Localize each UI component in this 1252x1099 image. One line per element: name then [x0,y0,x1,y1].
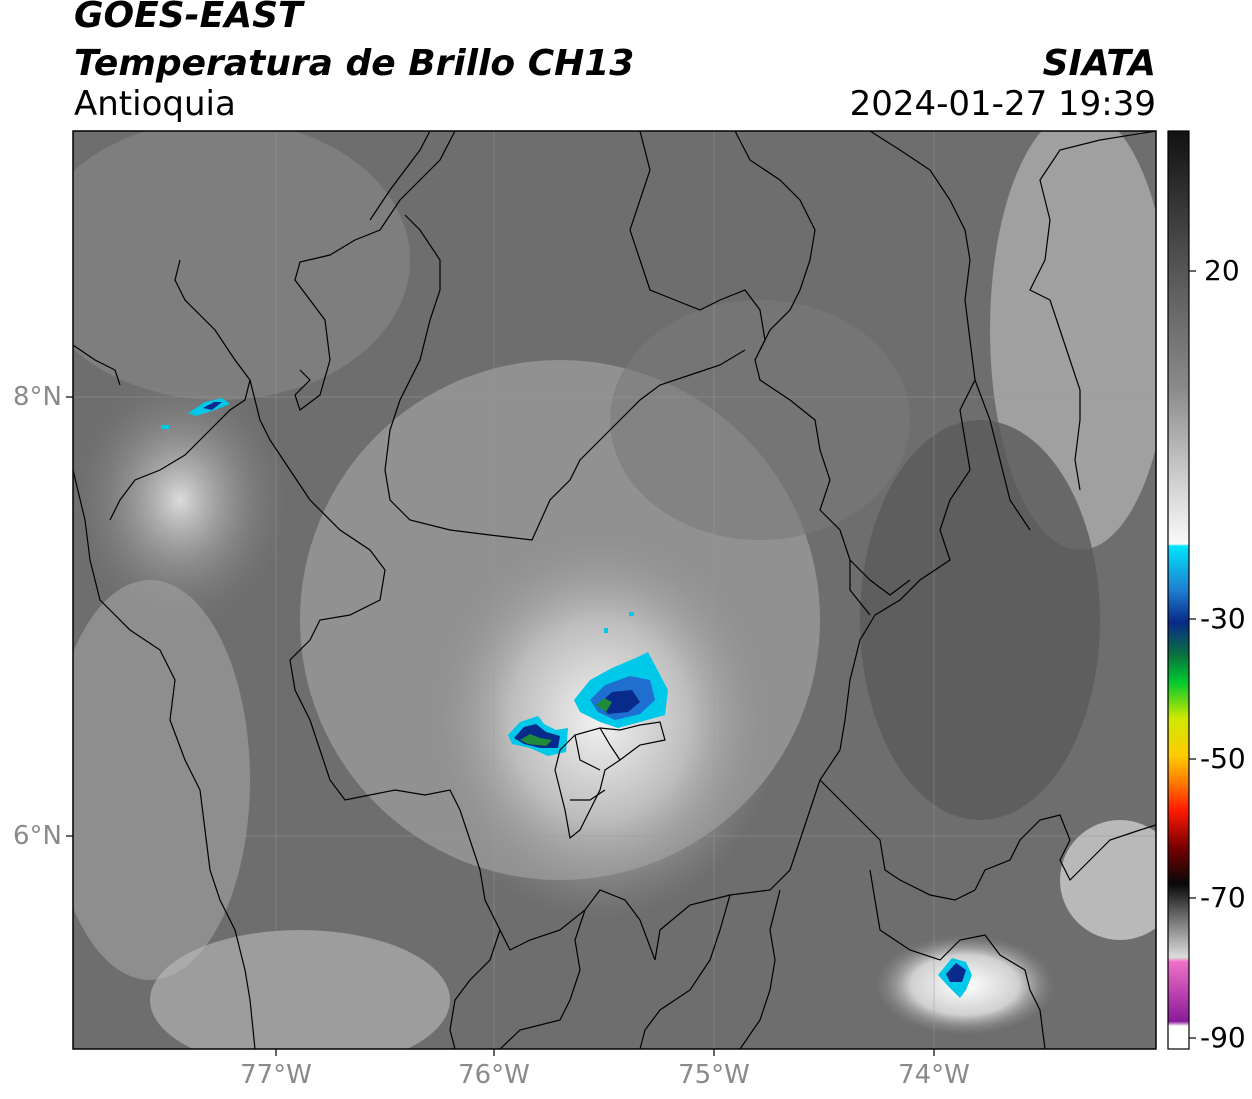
satellite-image [73,131,1156,1049]
colorbar-ticks [1189,270,1196,1039]
colorbar-label-20: 20 [1204,254,1240,287]
colorbar-label-minus70: -70 [1200,881,1246,914]
colorbar-label-minus50: -50 [1200,742,1246,775]
lon-label-76w: 76°W [458,1060,530,1090]
lon-label-74w: 74°W [898,1060,970,1090]
datetime-label: 2024-01-27 19:39 [849,84,1156,124]
lat-label-6n: 6°N [13,821,62,851]
region-subtitle: Antioquia [74,84,236,124]
axis-ticks [66,396,935,1056]
product-title: Temperatura de Brillo CH13 [74,43,635,84]
lat-label-8n: 8°N [13,382,62,412]
colorbar [1167,130,1190,1050]
colorbar-label-minus90: -90 [1200,1021,1246,1054]
brand-label: SIATA [1042,43,1156,84]
map-frame [72,130,1157,1050]
satellite-title: GOES-EAST [74,0,303,36]
lon-label-77w: 77°W [240,1060,312,1090]
boundaries [73,131,1156,1049]
lon-label-75w: 75°W [678,1060,750,1090]
colorbar-label-minus30: -30 [1200,602,1246,635]
